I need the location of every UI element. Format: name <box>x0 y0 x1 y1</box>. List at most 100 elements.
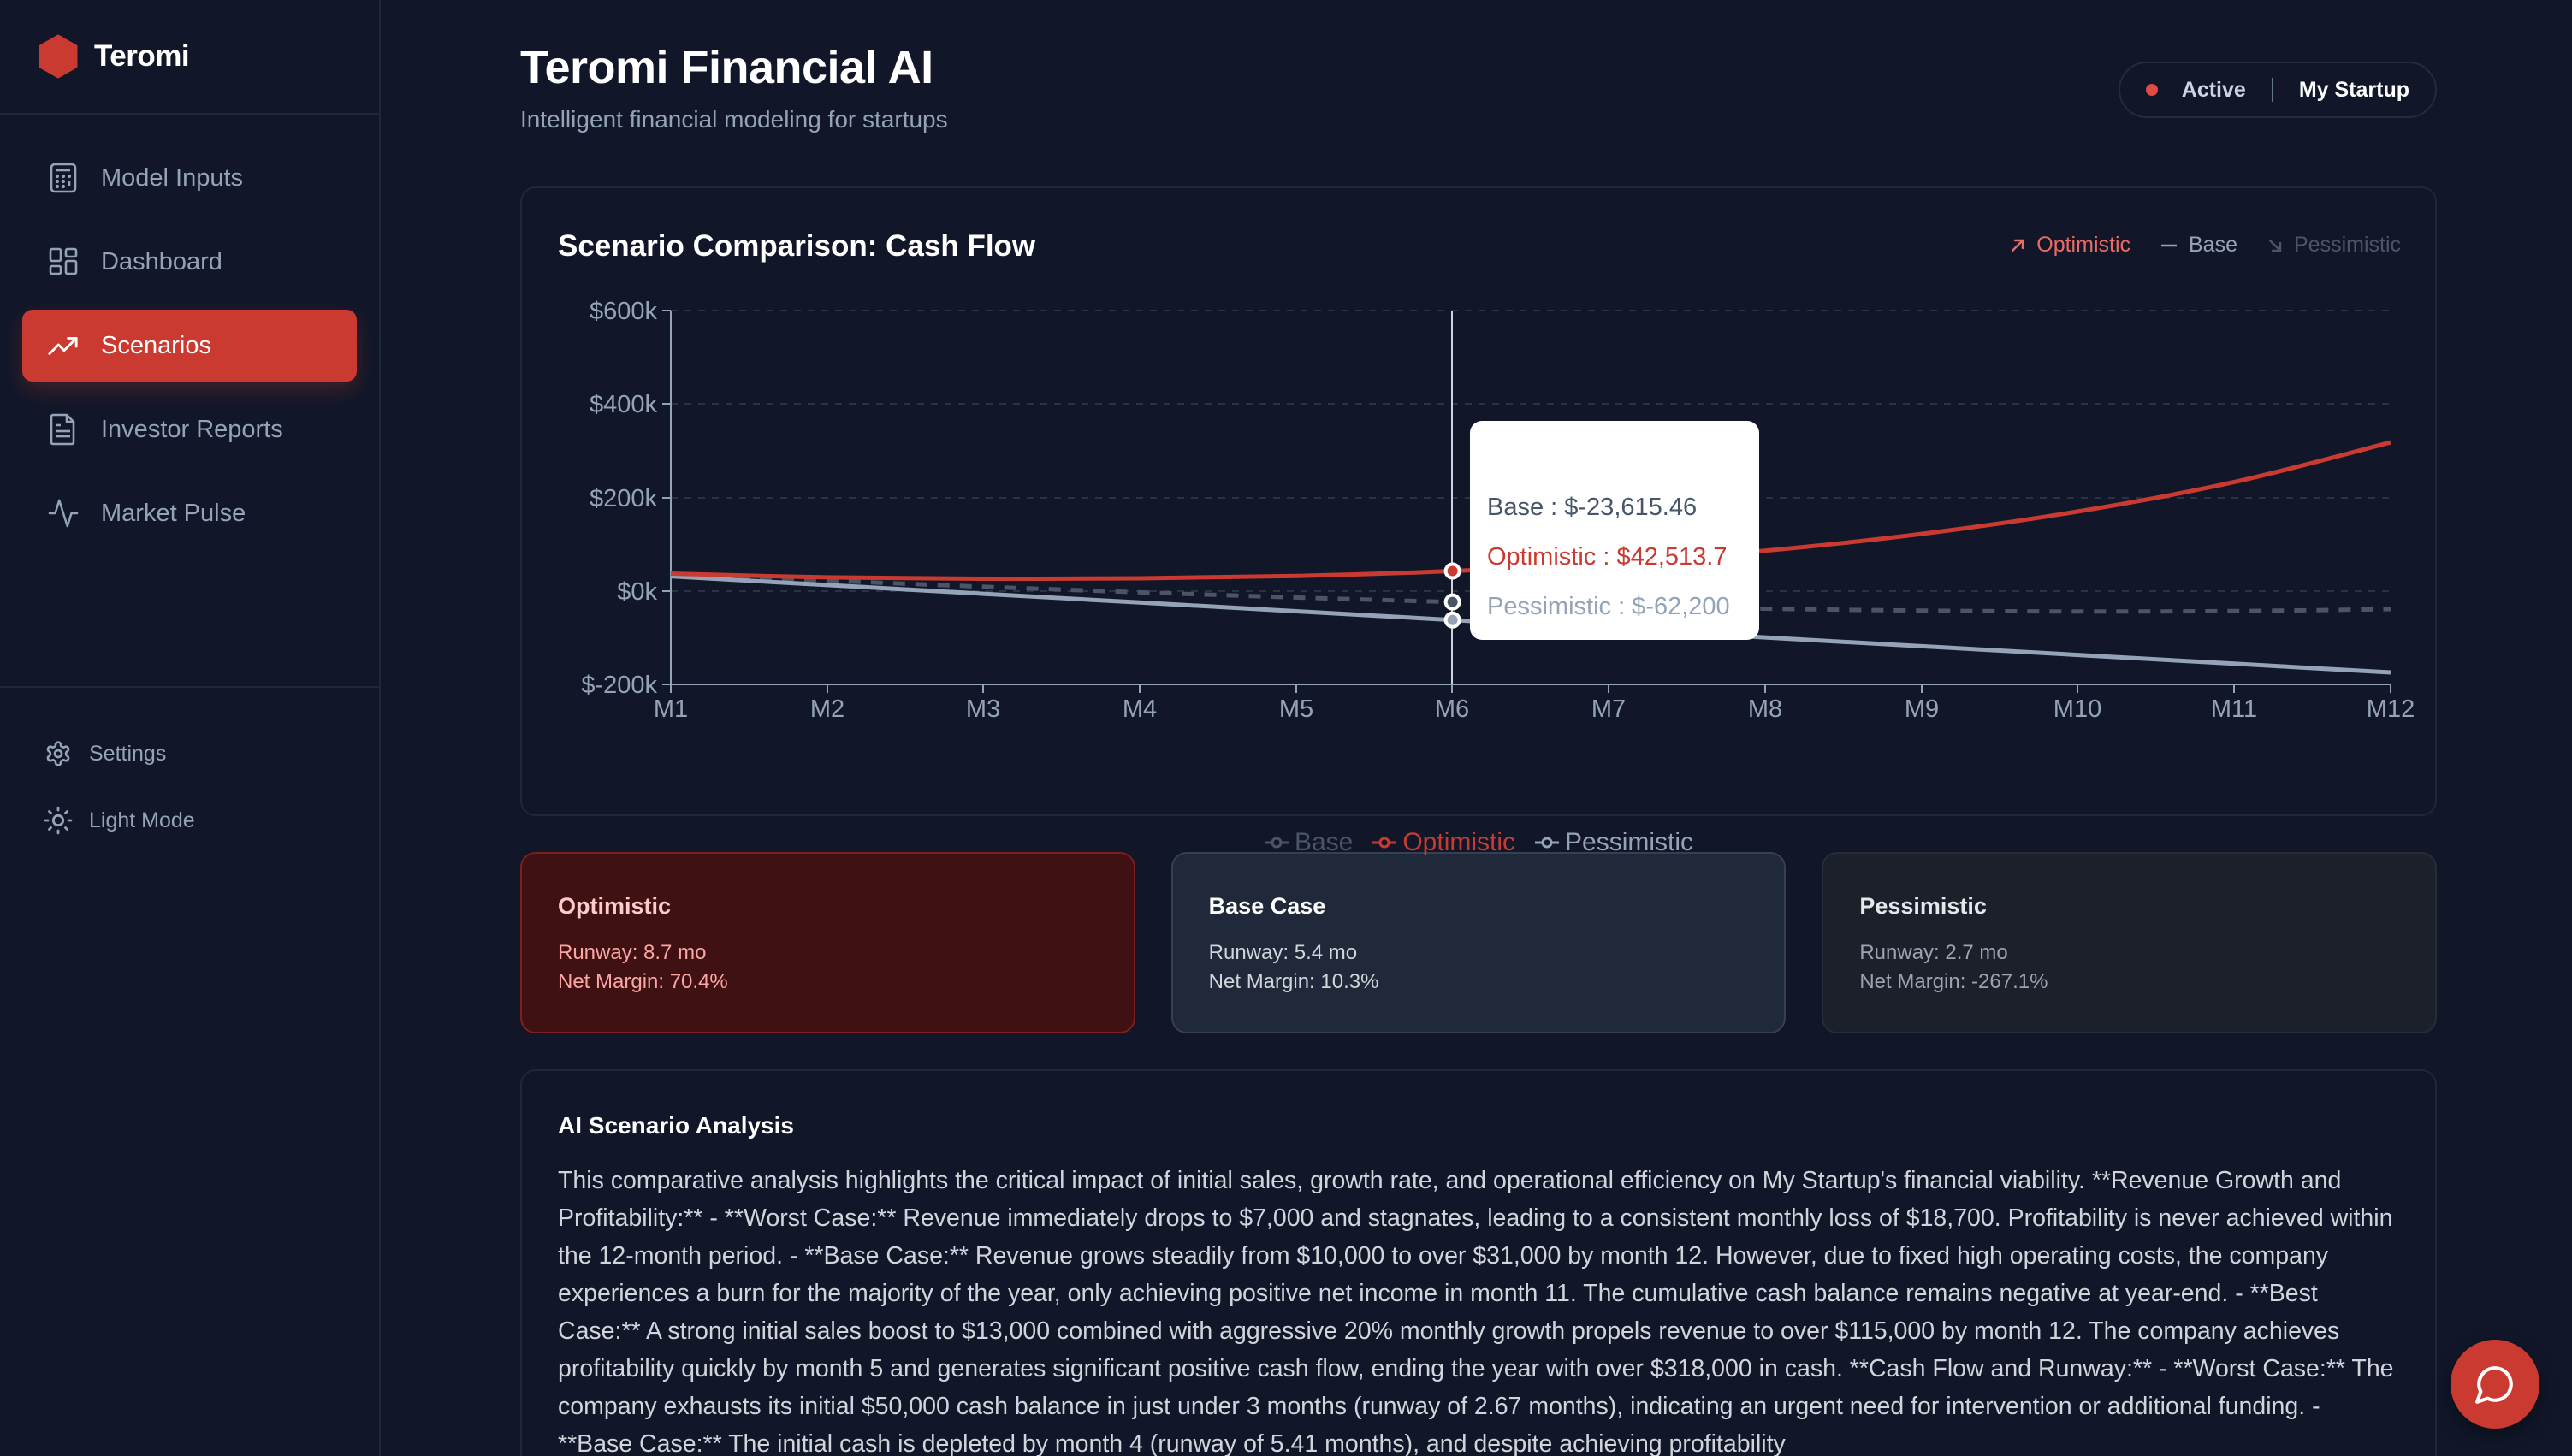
toggle-pessimistic[interactable]: Pessimistic <box>2267 233 2401 257</box>
status-pill[interactable]: Active My Startup <box>2118 62 2437 118</box>
legend-line-marker-icon <box>1535 837 1560 849</box>
legend-base[interactable]: Base <box>1264 828 1353 857</box>
analysis-text: This comparative analysis highlights the… <box>558 1167 2394 1456</box>
y-axis <box>662 310 672 685</box>
calculator-icon <box>48 163 79 193</box>
toggle-optimistic[interactable]: Optimistic <box>2009 233 2130 257</box>
status-dot-icon <box>2145 84 2158 96</box>
legend-label: Pessimistic <box>1565 828 1694 856</box>
line-base <box>670 571 2391 614</box>
dashboard-grid-icon <box>48 246 79 277</box>
sidebar-item-label: Market Pulse <box>101 499 246 527</box>
scenario-name: Optimistic <box>558 893 672 919</box>
sidebar-item-label: Model Inputs <box>101 163 244 192</box>
chat-bubble-icon <box>2475 1366 2513 1404</box>
svg-text:M4: M4 <box>1123 695 1157 723</box>
scenario-name: Pessimistic <box>1859 893 1987 919</box>
x-tick-labels: M1 M2 M3 M4 M5 M6 M7 M8 M9 M10 M11 M12 <box>654 695 2415 723</box>
scenario-card-base[interactable]: Base Case Runway: 5.4 mo Net Margin: 10.… <box>1170 852 1787 1033</box>
hover-dots <box>1443 562 1461 629</box>
page-title: Teromi Financial AI <box>520 42 933 93</box>
svg-text:$-200k: $-200k <box>581 672 657 699</box>
analysis-title: AI Scenario Analysis <box>558 1112 794 1139</box>
scenario-card-optimistic[interactable]: Optimistic Runway: 8.7 mo Net Margin: 70… <box>520 852 1135 1033</box>
hover-dot-base <box>1443 593 1461 611</box>
svg-text:M8: M8 <box>1748 695 1782 723</box>
sidebar-item-market-pulse[interactable]: Market Pulse <box>22 477 357 549</box>
y-tick-labels: $600k $400k $200k $0k $-200k <box>581 298 657 699</box>
company-name: My Startup <box>2298 77 2409 102</box>
status-text: Active <box>2181 77 2246 102</box>
legend-line-marker-icon <box>1264 837 1289 849</box>
net-margin-value: Net Margin: -267.1% <box>1859 970 2048 993</box>
scenario-name: Base Case <box>1208 893 1326 919</box>
svg-text:M7: M7 <box>1591 695 1626 723</box>
svg-text:M12: M12 <box>2367 695 2415 723</box>
cash-flow-chart-card: Scenario Comparison: Cash Flow Optimisti… <box>520 186 2439 856</box>
sidebar-item-scenarios[interactable]: Scenarios <box>22 310 357 382</box>
sun-icon <box>43 805 74 836</box>
divider <box>2271 78 2273 102</box>
chat-button[interactable] <box>2451 1340 2539 1429</box>
toggle-base[interactable]: Base <box>2160 233 2237 257</box>
light-mode-label: Light Mode <box>89 808 195 832</box>
toggle-label: Optimistic <box>2036 233 2130 257</box>
light-mode-toggle[interactable]: Light Mode <box>43 787 379 854</box>
svg-text:M3: M3 <box>966 695 1000 723</box>
legend-label: Base <box>1294 828 1354 856</box>
trending-up-icon <box>48 330 79 361</box>
tooltip-optimistic: Optimistic : $42,513.7 <box>1487 543 1728 571</box>
chart-tooltip: Base : $-23,615.46 Optimistic : $42,513.… <box>1470 421 1759 640</box>
svg-text:M10: M10 <box>2053 695 2101 723</box>
page-subtitle: Intelligent financial modeling for start… <box>520 106 948 133</box>
sidebar-item-label: Scenarios <box>101 331 211 359</box>
toggle-label: Pessimistic <box>2293 233 2401 257</box>
legend-optimistic[interactable]: Optimistic <box>1372 828 1515 857</box>
settings-link[interactable]: Settings <box>43 720 379 787</box>
runway-value: Runway: 5.4 mo <box>1208 941 1358 964</box>
gear-icon <box>43 738 74 769</box>
brand[interactable]: Teromi <box>0 0 379 115</box>
hexagon-logo-icon <box>39 34 78 79</box>
chart-legend: Base Optimistic Pessimistic <box>522 828 2435 857</box>
arrow-down-right-icon <box>2268 239 2282 252</box>
arrow-up-right-icon <box>2012 239 2024 252</box>
ai-analysis-card: AI Scenario Analysis This comparative an… <box>520 1069 2437 1456</box>
svg-text:M1: M1 <box>654 695 688 723</box>
sidebar: Teromi Model Inputs Dashboard Scenarios … <box>0 0 381 1456</box>
sidebar-item-investor-reports[interactable]: Investor Reports <box>22 394 357 465</box>
svg-text:$600k: $600k <box>590 298 658 325</box>
runway-value: Runway: 2.7 mo <box>1859 941 2008 964</box>
svg-text:$200k: $200k <box>590 485 658 512</box>
pulse-icon <box>48 498 79 529</box>
net-margin-value: Net Margin: 10.3% <box>1208 970 1379 993</box>
svg-text:M6: M6 <box>1435 695 1469 723</box>
settings-label: Settings <box>89 741 167 766</box>
svg-text:$0k: $0k <box>617 578 657 606</box>
page-header: Teromi Financial AI Intelligent financia… <box>520 0 2437 186</box>
scenario-card-pessimistic[interactable]: Pessimistic Runway: 2.7 mo Net Margin: -… <box>1822 852 2438 1033</box>
tooltip-pessimistic: Pessimistic : $-62,200 <box>1487 593 1730 620</box>
net-margin-value: Net Margin: 70.4% <box>558 970 728 993</box>
document-icon <box>48 413 79 446</box>
svg-text:M9: M9 <box>1905 695 1939 723</box>
cash-flow-line-chart[interactable]: $600k $400k $200k $0k $-200k <box>522 188 2439 818</box>
svg-text:M2: M2 <box>810 695 844 723</box>
legend-line-marker-icon <box>1372 837 1397 849</box>
svg-text:M5: M5 <box>1279 695 1313 723</box>
x-axis <box>670 684 2391 693</box>
hover-dot-optimistic <box>1443 562 1461 580</box>
legend-pessimistic[interactable]: Pessimistic <box>1534 828 1693 857</box>
runway-value: Runway: 8.7 mo <box>558 941 707 964</box>
sidebar-item-dashboard[interactable]: Dashboard <box>22 226 357 298</box>
brand-name: Teromi <box>94 39 190 73</box>
chart-title: Scenario Comparison: Cash Flow <box>558 229 1036 263</box>
main-nav: Model Inputs Dashboard Scenarios Investo… <box>0 115 379 688</box>
sidebar-item-model-inputs[interactable]: Model Inputs <box>22 142 357 214</box>
scenario-summary-cards: Optimistic Runway: 8.7 mo Net Margin: 70… <box>520 852 2438 1033</box>
sidebar-footer: Settings Light Mode <box>0 688 379 854</box>
dash-icon <box>2161 244 2177 246</box>
sidebar-item-label: Investor Reports <box>101 415 283 443</box>
main-content: Teromi Financial AI Intelligent financia… <box>520 0 2439 1456</box>
legend-label: Optimistic <box>1402 828 1516 856</box>
